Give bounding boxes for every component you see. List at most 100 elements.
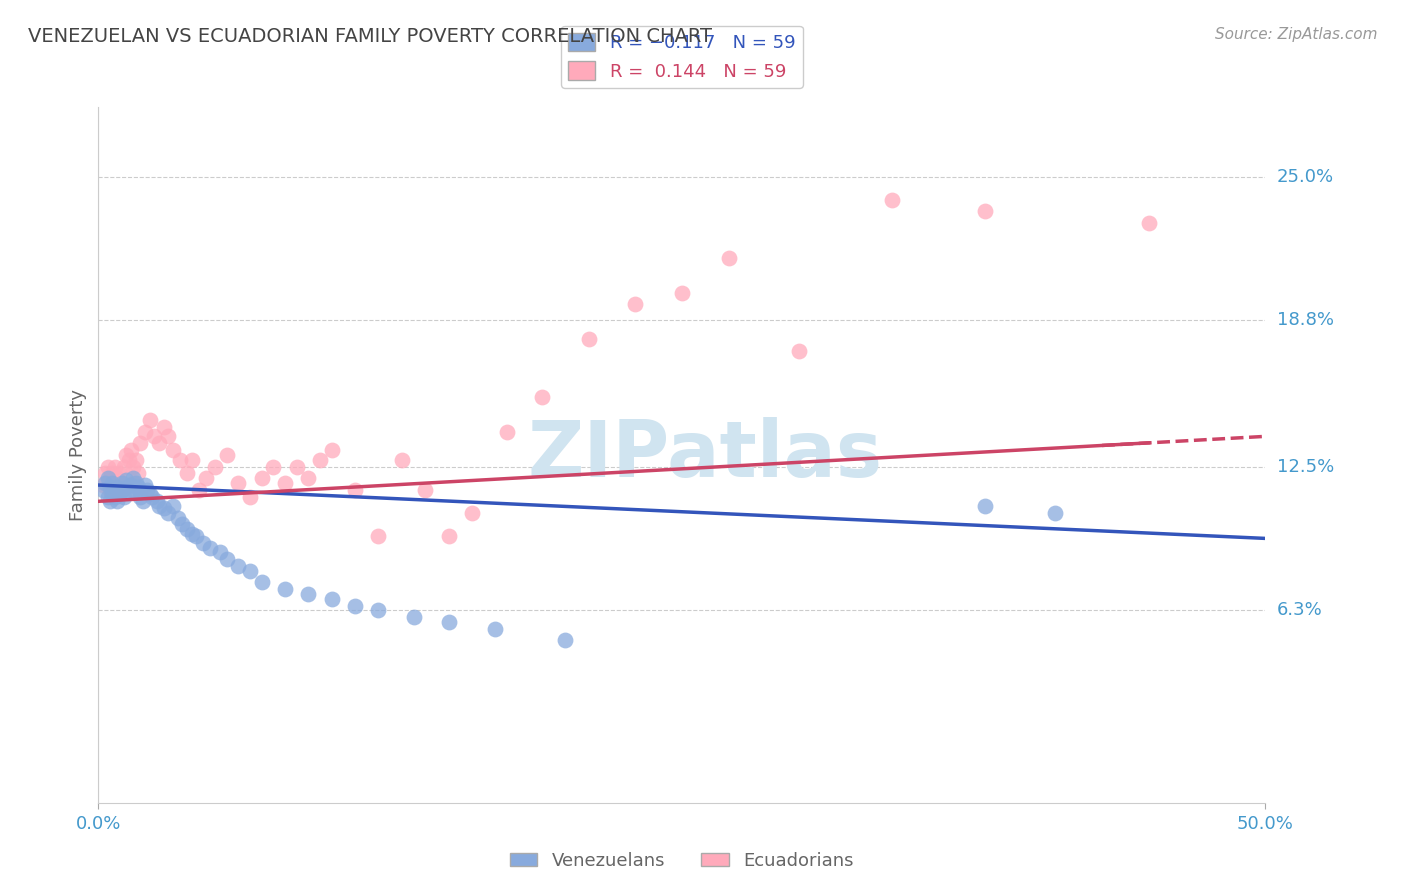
Point (97, 490, 120, 504)
Point (204, 459, 226, 474)
Point (98, 494, 121, 508)
Point (554, 633, 576, 648)
Point (101, 475, 124, 490)
Point (143, 429, 166, 443)
Point (974, 204, 997, 219)
Point (98, 480, 121, 494)
Point (94, 475, 117, 490)
Point (169, 452, 191, 467)
Point (321, 591, 343, 606)
Point (111, 475, 134, 490)
Point (111, 483, 134, 497)
Point (437, 615, 460, 629)
Point (91, 478, 114, 492)
Text: Source: ZipAtlas.com: Source: ZipAtlas.com (1215, 27, 1378, 42)
Y-axis label: Family Poverty: Family Poverty (69, 389, 87, 521)
Point (176, 467, 198, 481)
Point (97, 459, 120, 474)
Point (578, 332, 600, 346)
Point (193, 536, 215, 550)
Point (367, 529, 389, 543)
Point (120, 478, 142, 492)
Point (98, 483, 121, 497)
Point (108, 487, 131, 501)
Point (180, 452, 202, 467)
Point (127, 467, 149, 481)
Point (402, 610, 425, 624)
Point (437, 529, 460, 543)
Point (1137, 216, 1160, 230)
Point (321, 443, 343, 458)
Point (129, 485, 152, 500)
Point (122, 483, 145, 497)
Point (91, 483, 114, 497)
Point (344, 483, 367, 497)
Point (239, 564, 262, 578)
Point (880, 193, 903, 207)
Point (176, 522, 198, 536)
Point (624, 297, 647, 311)
Point (129, 490, 152, 504)
Point (215, 448, 238, 462)
Point (172, 517, 194, 532)
Point (215, 552, 238, 566)
Point (122, 471, 145, 485)
Point (152, 420, 174, 434)
Point (239, 490, 262, 504)
Text: 25.0%: 25.0% (1277, 168, 1334, 186)
Point (112, 490, 135, 504)
Point (187, 483, 209, 497)
Point (208, 545, 231, 559)
Point (118, 485, 141, 500)
Point (118, 452, 141, 467)
Point (129, 436, 152, 450)
Point (297, 471, 319, 485)
Text: VENEZUELAN VS ECUADORIAN FAMILY POVERTY CORRELATION CHART: VENEZUELAN VS ECUADORIAN FAMILY POVERTY … (28, 27, 711, 45)
Point (186, 529, 208, 543)
Point (148, 436, 170, 450)
Point (200, 541, 222, 555)
Point (413, 483, 436, 497)
Point (285, 459, 308, 474)
Point (104, 459, 127, 474)
Point (250, 575, 273, 590)
Point (530, 390, 553, 404)
Point (104, 483, 127, 497)
Point (132, 494, 155, 508)
Text: ZIPatlas: ZIPatlas (527, 417, 883, 493)
Point (180, 526, 202, 541)
Point (162, 443, 184, 458)
Point (274, 475, 297, 490)
Point (104, 475, 127, 490)
Point (98, 471, 121, 485)
Point (146, 494, 169, 508)
Point (157, 429, 180, 443)
Point (101, 487, 124, 501)
Point (104, 490, 127, 504)
Point (127, 480, 149, 494)
Point (105, 494, 128, 508)
Point (105, 471, 128, 485)
Point (194, 471, 217, 485)
Point (111, 483, 134, 497)
Point (262, 459, 284, 474)
Point (671, 285, 693, 300)
Point (97, 471, 120, 485)
Point (134, 478, 156, 492)
Point (115, 480, 138, 494)
Legend: Venezuelans, Ecuadorians: Venezuelans, Ecuadorians (503, 845, 860, 877)
Point (125, 452, 148, 467)
Point (787, 343, 810, 358)
Point (136, 483, 159, 497)
Text: 18.8%: 18.8% (1277, 311, 1333, 329)
Point (974, 499, 997, 513)
Point (139, 487, 162, 501)
Point (94, 467, 117, 481)
Point (162, 499, 184, 513)
Point (344, 599, 367, 613)
Point (157, 506, 180, 520)
Point (134, 425, 156, 439)
Point (105, 480, 128, 494)
Text: 6.3%: 6.3% (1277, 601, 1322, 619)
Point (141, 490, 163, 504)
